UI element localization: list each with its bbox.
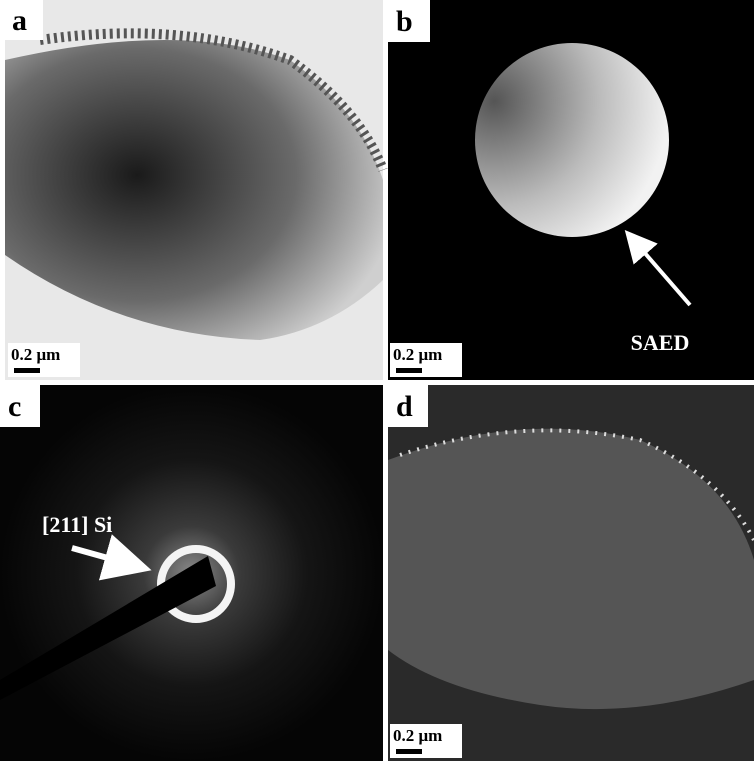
- panel-label: d: [396, 390, 413, 423]
- panel-label: a: [12, 4, 27, 37]
- scale-bar-label: 0.2 μm: [393, 345, 442, 364]
- panel-d: d 0.2 μm: [388, 385, 754, 761]
- scale-bar: [14, 368, 40, 373]
- annotation: [211] Si: [42, 512, 112, 537]
- panel-c: [211] Si c: [0, 385, 383, 761]
- panel-label: c: [8, 390, 21, 423]
- figure: a 0.2 μm SAED b 0.2 μm [211] Si c d 0.2 …: [0, 0, 754, 761]
- scale-bar: [396, 368, 422, 373]
- panel-a: a 0.2 μm: [5, 0, 383, 380]
- scale-bar-label: 0.2 μm: [393, 726, 442, 745]
- annotation: SAED: [631, 330, 690, 355]
- scale-bar-label: 0.2 μm: [11, 345, 60, 364]
- scale-bar: [396, 749, 422, 754]
- panel-label: b: [396, 5, 413, 38]
- aperture: [475, 43, 669, 237]
- panel-b: SAED b 0.2 μm: [388, 0, 754, 380]
